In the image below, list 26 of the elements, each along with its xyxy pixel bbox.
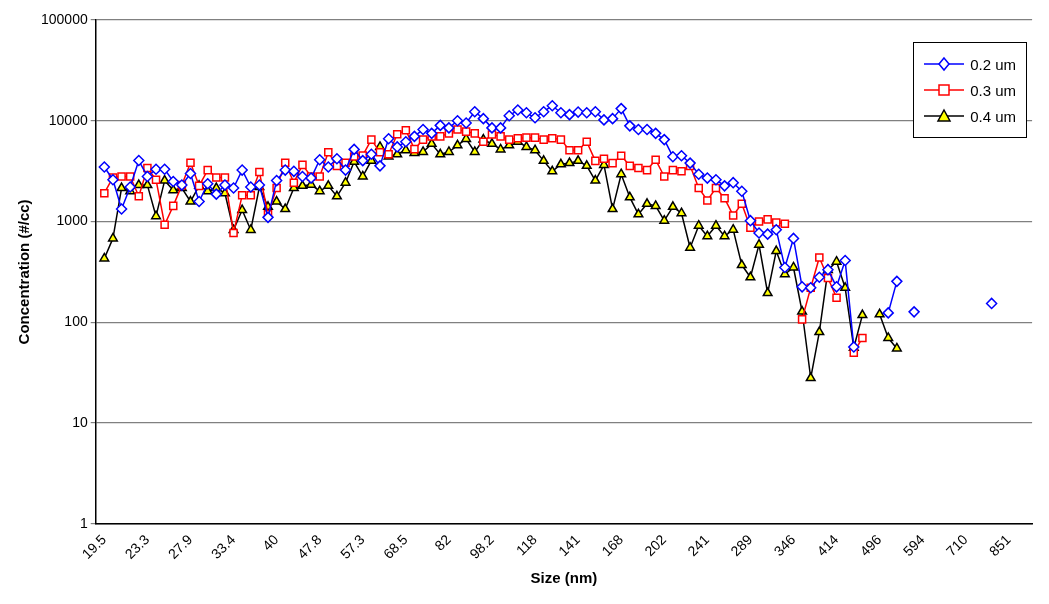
legend-label: 0.2 um <box>970 55 1016 73</box>
x-tick-label: 141 <box>555 531 584 560</box>
y-tick-label: 1 <box>79 514 88 531</box>
x-tick-label: 346 <box>770 531 799 560</box>
y-tick-label: 10 <box>72 413 88 430</box>
y-tick-label: 100 <box>64 313 88 330</box>
y-axis-title: Concentration (#/cc) <box>15 199 33 345</box>
y-tick-label: 1000 <box>56 212 88 229</box>
x-tick-label: 202 <box>641 531 670 560</box>
x-tick-label: 496 <box>856 531 885 560</box>
legend-label: 0.4 um <box>970 107 1016 125</box>
legend-label: 0.3 um <box>970 81 1016 99</box>
x-tick-label: 710 <box>942 531 971 560</box>
x-tick-label: 168 <box>598 531 627 560</box>
x-axis-title: Size (nm) <box>530 569 598 587</box>
x-tick-label: 851 <box>985 531 1014 560</box>
x-tick-label: 414 <box>813 531 842 560</box>
x-tick-label: 594 <box>899 531 928 560</box>
x-tick-label: 241 <box>684 531 713 560</box>
x-tick-label: 289 <box>727 531 756 560</box>
x-tick-label: 47.8 <box>293 531 325 562</box>
x-tick-label: 118 <box>512 531 541 559</box>
y-tick-label: 100000 <box>41 10 88 27</box>
y-tick-label: 10000 <box>48 111 88 128</box>
x-tick-label: 40 <box>259 531 282 554</box>
x-tick-label: 82 <box>431 531 454 554</box>
